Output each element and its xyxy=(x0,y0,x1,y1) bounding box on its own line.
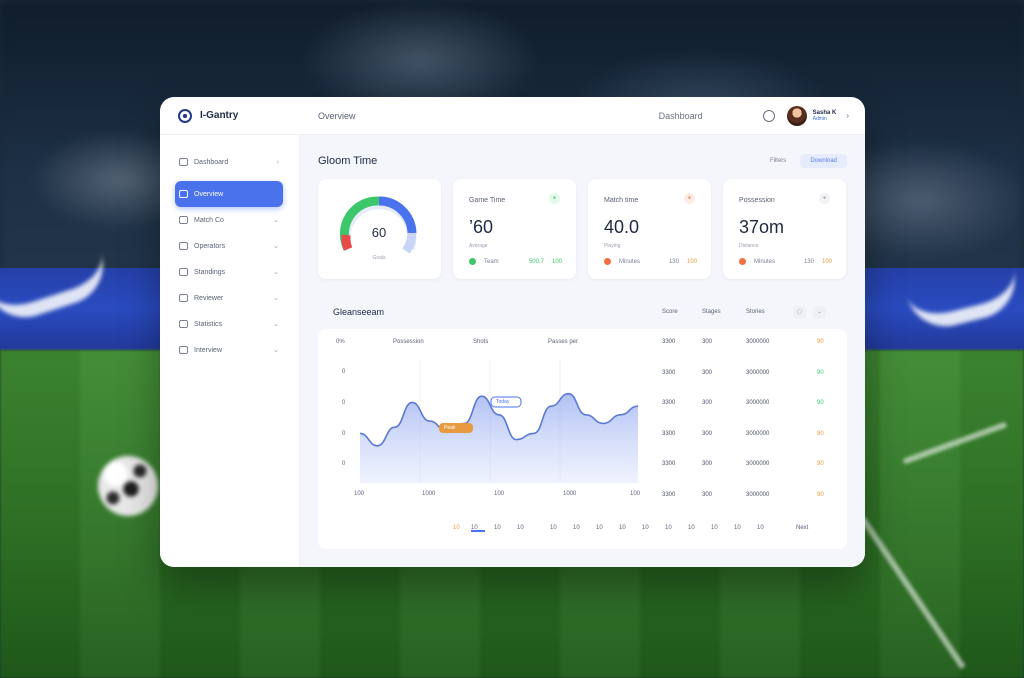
stat-foot-extra: 100 xyxy=(551,258,562,265)
table-icon xyxy=(179,268,188,276)
user-role: Admin xyxy=(812,115,827,122)
status-dot-icon xyxy=(739,258,746,265)
document-icon xyxy=(179,294,188,302)
grid-icon xyxy=(179,190,188,198)
sidebar-item-label: Reviewer xyxy=(194,294,224,302)
stat-subtitle: Playing xyxy=(604,243,621,249)
stat-title: Game Time xyxy=(469,197,506,204)
page-title: Gloom Time xyxy=(318,155,378,167)
download-button[interactable]: Download xyxy=(800,154,847,168)
sidebar-item-label: Statistics xyxy=(194,320,223,328)
sidebar-item-standings[interactable]: Standings ⌄ xyxy=(175,259,283,285)
logo-icon xyxy=(178,108,192,123)
stat-foot-number: 130 xyxy=(668,258,679,265)
avatar[interactable] xyxy=(786,105,807,126)
sidebar-item-reviewer[interactable]: Reviewer ⌄ xyxy=(175,285,283,311)
sidebar-item-statistics[interactable]: Statistics ⌄ xyxy=(175,311,283,337)
stat-footer: Team 500.7 100 xyxy=(469,258,562,265)
stat-footer: Minutes 130 100 xyxy=(739,258,832,265)
expand-icon[interactable]: ⌄ xyxy=(813,306,826,319)
sidebar-item-label: Overview xyxy=(194,190,224,198)
user-name: Sasha K xyxy=(812,109,837,116)
chevron-down-icon[interactable]: › xyxy=(846,111,849,120)
stat-value: 37om xyxy=(739,217,785,237)
home-icon xyxy=(179,158,188,166)
notification-icon[interactable] xyxy=(762,109,775,122)
stat-foot-label: Minutes xyxy=(619,258,641,265)
sidebar-item-match-co[interactable]: Match Co ⌄ xyxy=(175,207,283,233)
stat-footer: Minutes 130 100 xyxy=(604,258,697,265)
football-icon xyxy=(98,456,158,516)
stat-foot-label: Minutes xyxy=(754,258,776,265)
stats-panel: Gleanseeam ▢ ⌄ xyxy=(318,299,847,549)
sidebar-item-overview[interactable]: Overview xyxy=(175,181,283,207)
panel-title: Gleanseeam xyxy=(333,307,385,317)
brand-name: I-Gantry xyxy=(200,110,239,121)
stat-title: Possession xyxy=(739,197,775,204)
user-info[interactable]: Sasha K Admin xyxy=(813,110,837,122)
stat-value: ’60 xyxy=(469,217,494,237)
gauge-card: 60 Goals xyxy=(318,179,441,279)
chevron-icon: › xyxy=(276,158,279,166)
chevron-icon: ⌄ xyxy=(273,217,279,224)
dashboard-window: I-Gantry Overview Dashboard Sasha K Admi… xyxy=(160,97,865,567)
chevron-icon: ⌄ xyxy=(273,347,279,354)
brand[interactable]: I-Gantry xyxy=(160,108,300,123)
chevron-icon: ⌄ xyxy=(273,269,279,276)
sidebar: Dashboard › Overview Match Co ⌄ Operators ⌄ Sta… xyxy=(160,135,300,567)
mic-icon xyxy=(179,346,188,354)
top-tab[interactable]: Overview xyxy=(318,110,356,121)
top-search[interactable]: Dashboard xyxy=(658,110,703,121)
chevron-icon: ⌄ xyxy=(273,321,279,328)
stat-foot-number: 130 xyxy=(803,258,814,265)
gauge-chart xyxy=(339,196,417,254)
chart-icon xyxy=(179,320,188,328)
chevron-icon: ⌄ xyxy=(273,295,279,302)
sidebar-item-operators[interactable]: Operators ⌄ xyxy=(175,233,283,259)
chevron-icon: ⌄ xyxy=(273,243,279,250)
stat-subtitle: Average xyxy=(469,243,488,249)
gauge-blue-arc xyxy=(378,196,417,234)
stat-card: Match time ● 40.0 Playing Minutes 130 10… xyxy=(588,179,711,279)
info-badge-icon[interactable]: ● xyxy=(819,193,830,204)
stat-foot-number: 500.7 xyxy=(528,258,544,265)
sidebar-item-label: Standings xyxy=(194,268,226,276)
status-dot-icon xyxy=(604,258,611,265)
sidebar-item-label: Operators xyxy=(194,242,226,250)
filters-button[interactable]: Filters xyxy=(769,158,787,164)
gauge-light-arc xyxy=(402,232,417,254)
users-icon xyxy=(179,242,188,250)
stat-card: Possession ● 37om Distance Minutes 130 1… xyxy=(723,179,846,279)
status-dot-icon xyxy=(469,258,476,265)
panel-box xyxy=(318,329,847,549)
stat-title: Match time xyxy=(604,197,639,204)
stat-foot-extra: 100 xyxy=(686,258,697,265)
gauge-red-arc xyxy=(341,234,353,251)
stat-foot-label: Team xyxy=(484,258,499,265)
toggle-icon[interactable]: ▢ xyxy=(793,306,806,319)
stat-card: Game Time ● ’60 Average Team 500.7 100 xyxy=(453,179,576,279)
stat-value: 40.0 xyxy=(604,217,640,237)
sidebar-item-interview[interactable]: Interview ⌄ xyxy=(175,337,283,363)
sidebar-item-label: Interview xyxy=(194,346,223,354)
sidebar-item-label: Match Co xyxy=(194,216,224,224)
gauge-value: 60 xyxy=(371,225,387,240)
sidebar-item-label: Dashboard xyxy=(194,158,229,166)
topbar: I-Gantry Overview Dashboard Sasha K Admi… xyxy=(160,97,865,135)
info-badge-icon[interactable]: ● xyxy=(684,193,695,204)
gauge-label: Goals xyxy=(372,255,386,261)
sidebar-item-dashboard[interactable]: Dashboard › xyxy=(175,149,283,175)
stat-subtitle: Distance xyxy=(739,243,759,249)
stat-foot-extra: 100 xyxy=(821,258,832,265)
info-badge-icon[interactable]: ● xyxy=(549,193,560,204)
calendar-icon xyxy=(179,216,188,224)
